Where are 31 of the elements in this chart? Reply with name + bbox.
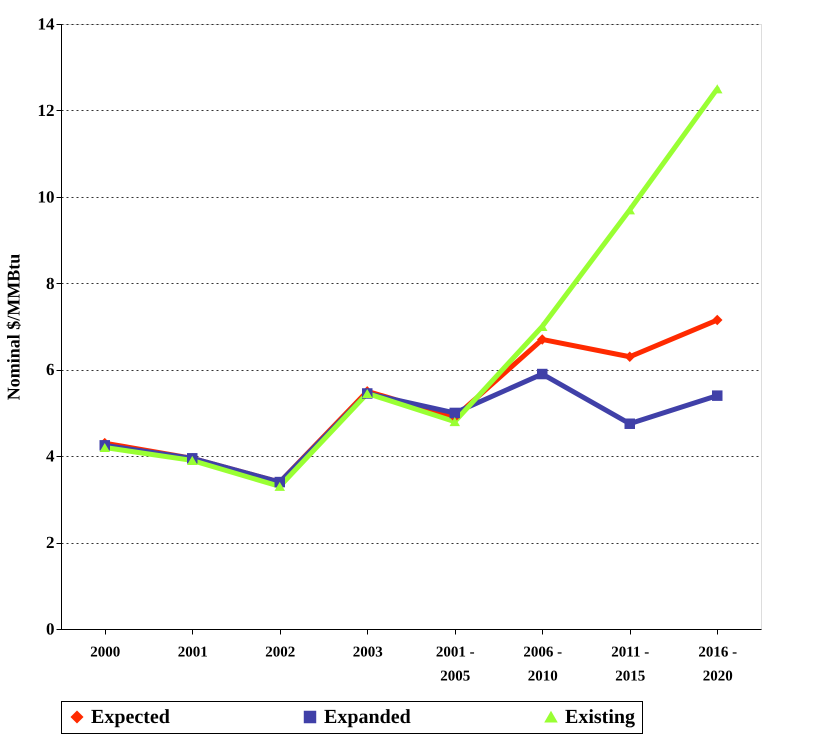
point xyxy=(537,368,548,380)
x-tick-label: 2006 - 2010 xyxy=(523,644,562,684)
point xyxy=(624,418,635,429)
x-tick-label: 2016 - 2020 xyxy=(698,644,738,684)
x-tick-label: 2002 xyxy=(265,644,296,660)
y-tick-label: 12 xyxy=(38,100,54,120)
point xyxy=(450,417,460,426)
point xyxy=(187,456,198,466)
legend-label: Existing xyxy=(565,706,636,728)
x-tick-label: 2001 - 2005 xyxy=(436,644,475,684)
y-tick-label: 14 xyxy=(38,14,55,34)
point xyxy=(712,314,722,326)
x-tick-label: 2001 xyxy=(178,644,208,660)
y-tick-label: 6 xyxy=(46,360,54,380)
point xyxy=(624,352,635,362)
y-axis-title: Nominal $/MMBtu xyxy=(4,254,24,400)
point xyxy=(274,482,285,491)
x-tick-label: 2011 - 2015 xyxy=(611,644,650,684)
y-tick-label: 0 xyxy=(46,620,54,638)
point xyxy=(537,334,548,345)
y-tick-label: 10 xyxy=(38,187,54,206)
y-tick-label: 2 xyxy=(46,533,54,552)
x-tick-label: 2000 xyxy=(90,644,120,660)
legend-label: Expected xyxy=(91,706,170,728)
y-tick-label: 4 xyxy=(46,446,55,466)
point xyxy=(450,408,460,418)
point xyxy=(100,442,110,452)
x-tick-label: 2003 xyxy=(352,644,383,660)
point xyxy=(712,390,722,401)
legend-label: Expanded xyxy=(324,706,411,728)
y-tick-label: 8 xyxy=(46,274,54,293)
